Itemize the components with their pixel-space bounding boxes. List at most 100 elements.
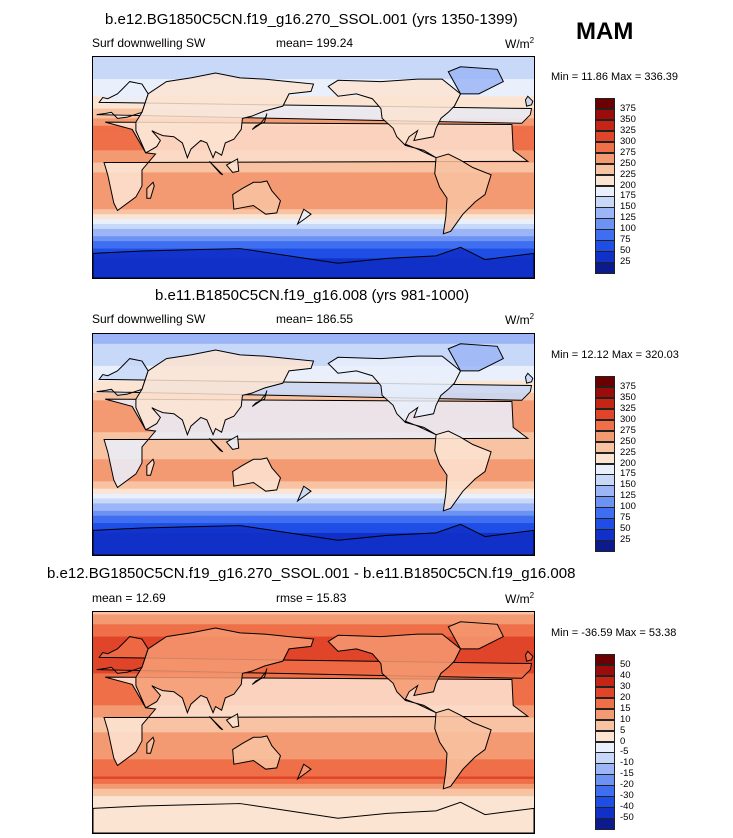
- coastline: [447, 66, 505, 95]
- field-band: [93, 801, 534, 805]
- field-band: [93, 233, 534, 237]
- colorbar-swatch: [595, 807, 615, 819]
- field-band: [93, 231, 534, 235]
- field-band: [93, 648, 534, 652]
- field-band: [93, 631, 534, 635]
- coastline: [135, 349, 315, 437]
- field-band: [93, 754, 534, 758]
- field-band: [93, 165, 534, 169]
- coastline: [232, 735, 282, 770]
- panel1-minmax-label: Min = 11.86 Max = 336.39: [551, 71, 678, 83]
- field-band: [93, 378, 534, 382]
- colorbar-swatch: [595, 251, 615, 263]
- field-band: [93, 69, 534, 73]
- coastline: [209, 438, 224, 453]
- field-band: [93, 81, 534, 85]
- colorbar-tick-label: 75: [620, 234, 631, 246]
- field-band: [93, 734, 534, 738]
- panel2-mean-label: mean= 186.55: [276, 312, 354, 326]
- colorbar-swatch: [595, 397, 615, 410]
- colorbar-swatch: [595, 686, 615, 699]
- colorbar-swatch: [595, 130, 615, 143]
- field-band: [93, 353, 534, 357]
- field-band: [93, 449, 534, 453]
- field-band: [93, 219, 534, 223]
- field-band: [93, 363, 534, 367]
- field-band: [93, 732, 534, 736]
- colorbar-tick-label: 20: [620, 691, 631, 703]
- colorbar-swatch: [595, 141, 615, 154]
- colorbar-swatch: [595, 152, 615, 165]
- field-band: [93, 737, 534, 741]
- field-band: [93, 246, 534, 250]
- colorbar-tick-label: 25: [620, 256, 631, 268]
- field-band: [93, 236, 534, 240]
- colorbar-tick-label: 300: [620, 135, 636, 147]
- coastline: [327, 633, 462, 714]
- coastline: [447, 621, 505, 650]
- colorbar-tick-label: -20: [620, 779, 634, 791]
- field-band: [93, 673, 534, 677]
- colorbar-tick-label: 275: [620, 424, 636, 436]
- field-band: [93, 523, 534, 527]
- colorbar-swatch: [595, 386, 615, 399]
- field-band: [93, 255, 534, 259]
- colorbar-tick-label: 200: [620, 457, 636, 469]
- field-band: [93, 771, 534, 775]
- field-band: [93, 527, 534, 532]
- field-band: [93, 196, 534, 201]
- field-band: [93, 250, 534, 255]
- colorbar-tick-label: 150: [620, 201, 636, 213]
- map-canvas: [93, 57, 534, 278]
- field-band: [93, 496, 534, 500]
- field-band: [93, 334, 534, 338]
- panel2-units-label: W/m2: [505, 312, 535, 327]
- colorbar-tick-label: 250: [620, 157, 636, 169]
- colorbar-tick-label: 25: [620, 534, 631, 546]
- colorbar-tick-label: 150: [620, 479, 636, 491]
- colorbar-swatch: [595, 463, 615, 475]
- field-band: [93, 71, 534, 75]
- colorbar-swatch: [595, 163, 615, 176]
- colorbar-tick-label: 325: [620, 402, 636, 414]
- field-band: [93, 624, 534, 628]
- colorbar-tick-label: 175: [620, 190, 636, 202]
- colorbar-tick-label: -5: [620, 746, 629, 758]
- coastline: [209, 161, 224, 176]
- colorbar-tick-label: 125: [620, 490, 636, 502]
- field-band: [93, 59, 534, 63]
- field-band: [93, 766, 534, 770]
- field-band: [93, 781, 534, 785]
- field-band: [93, 483, 534, 487]
- field-band: [93, 486, 534, 490]
- field-band: [93, 211, 534, 215]
- colorbar-tick-label: -50: [620, 812, 634, 824]
- field-band: [93, 446, 534, 451]
- field-band: [93, 646, 534, 650]
- colorbar-swatch: [595, 730, 615, 742]
- coastline: [434, 430, 492, 512]
- colorbar-swatch: [595, 785, 615, 797]
- field-band: [93, 451, 534, 455]
- colorbar-swatch: [595, 719, 615, 732]
- colorbar-swatch: [595, 108, 615, 121]
- field-band: [93, 614, 534, 618]
- panel1-colorbar: 25 50 75 100 125 150 175 200 225 250 275 300 325 350 3…: [595, 98, 636, 274]
- coastline: [232, 457, 282, 492]
- colorbar-tick-label: 5: [620, 724, 626, 736]
- field-band: [93, 720, 534, 724]
- coastline: [225, 435, 240, 451]
- field-band: [93, 184, 534, 188]
- field-band: [93, 167, 534, 171]
- field-band: [93, 351, 534, 355]
- colorbar-swatch: [595, 262, 615, 274]
- panel2-minmax-label: Min = 12.12 Max = 320.03: [551, 349, 679, 361]
- field-band: [93, 783, 534, 787]
- coastline: [524, 95, 534, 107]
- coastline: [146, 736, 155, 754]
- field-band: [93, 201, 534, 205]
- field-band: [93, 459, 534, 463]
- colorbar-swatch: [595, 697, 615, 710]
- field-band: [93, 118, 534, 122]
- field-band: [93, 375, 534, 379]
